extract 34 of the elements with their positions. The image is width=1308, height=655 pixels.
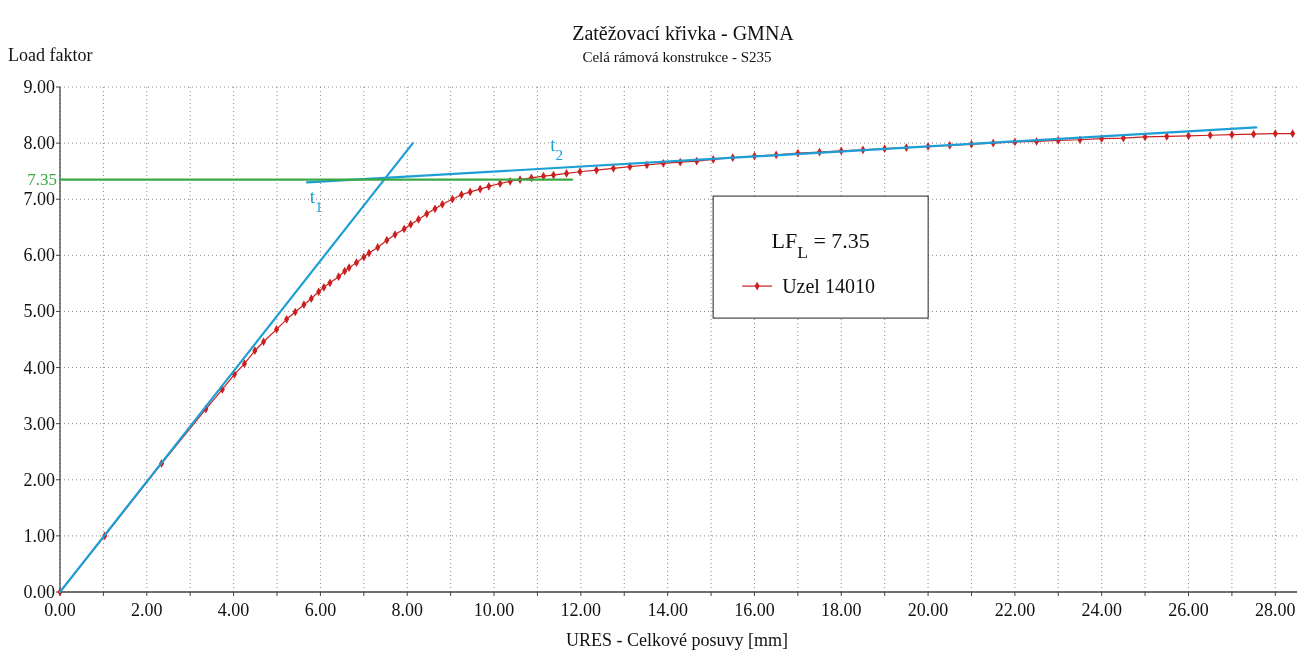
x-tick-label: 18.00 — [821, 600, 862, 620]
x-tick-label: 2.00 — [131, 600, 163, 620]
chart-title: Zatěžovací křivka - GMNA — [572, 22, 795, 44]
x-tick-label: 16.00 — [734, 600, 775, 620]
x-tick-label: 20.00 — [907, 600, 949, 620]
series-label: t$_{2}$ — [550, 133, 564, 163]
chart-subtitle: Celá rámová konstrukce - S235 — [582, 49, 772, 65]
y-tick-label: 6.00 — [23, 245, 55, 266]
y-tick-label: 1.00 — [23, 525, 55, 546]
x-tick-label: 28.00 — [1255, 600, 1296, 620]
x-tick-label: 10.00 — [473, 600, 515, 620]
y-tick-label: 2.00 — [23, 469, 55, 490]
x-tick-label: 12.00 — [560, 600, 602, 620]
y-tick-label: 0.00 — [23, 582, 55, 602]
series-label: t$_{1}$ — [309, 186, 323, 215]
y-tick-label: 7.00 — [23, 189, 55, 210]
y-tick-label: 3.00 — [23, 413, 55, 434]
series-label: 7.35 — [27, 169, 57, 189]
x-tick-label: 4.00 — [217, 600, 250, 620]
x-tick-label: 22.00 — [994, 600, 1036, 620]
x-tick-label: 0.00 — [44, 600, 76, 620]
y-tick-label: 4.00 — [23, 357, 55, 378]
x-axis-title: URES - Celkové posuvy [mm] — [566, 630, 788, 650]
x-tick-label: 14.00 — [647, 600, 688, 620]
x-tick-label: 26.00 — [1168, 600, 1209, 620]
x-tick-label: 24.00 — [1081, 600, 1122, 620]
x-tick-label: 8.00 — [391, 600, 423, 620]
legend-label: Uzel 14010 — [782, 275, 875, 298]
y-tick-label: 8.00 — [23, 133, 55, 154]
y-axis-title: Load faktor — [8, 45, 93, 65]
y-tick-label: 5.00 — [23, 301, 55, 322]
x-tick-label: 6.00 — [304, 600, 337, 620]
y-tick-label: 9.00 — [23, 77, 55, 97]
legend-title: LF$_{L}$ = 7.35 — [771, 228, 870, 263]
